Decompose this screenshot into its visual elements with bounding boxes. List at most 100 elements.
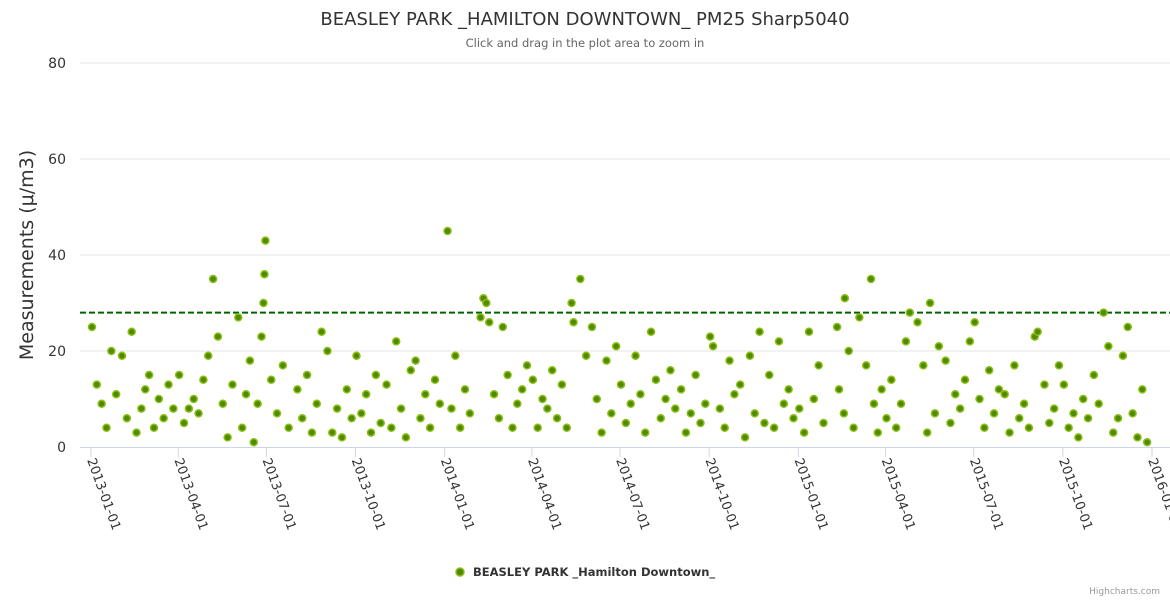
data-point[interactable]	[779, 399, 789, 409]
data-point[interactable]	[799, 428, 809, 437]
data-point[interactable]	[557, 380, 567, 389]
data-point[interactable]	[661, 394, 670, 404]
data-point[interactable]	[814, 361, 823, 370]
data-point[interactable]	[691, 370, 700, 380]
data-point[interactable]	[934, 341, 944, 351]
data-point[interactable]	[272, 409, 282, 418]
data-point[interactable]	[834, 385, 844, 394]
data-point[interactable]	[284, 423, 293, 433]
data-point[interactable]	[425, 423, 435, 433]
data-point[interactable]	[1064, 423, 1073, 433]
data-point[interactable]	[946, 418, 955, 428]
data-point[interactable]	[873, 428, 883, 437]
data-point[interactable]	[465, 409, 475, 418]
data-point[interactable]	[482, 298, 491, 308]
data-point[interactable]	[616, 380, 626, 389]
data-point[interactable]	[132, 428, 141, 437]
data-point[interactable]	[1015, 413, 1024, 423]
data-point[interactable]	[701, 399, 710, 409]
data-point[interactable]	[1000, 389, 1009, 399]
data-point[interactable]	[855, 313, 864, 322]
data-point[interactable]	[245, 356, 255, 365]
data-point[interactable]	[1083, 413, 1093, 423]
data-point[interactable]	[337, 433, 347, 442]
data-point[interactable]	[640, 428, 650, 437]
data-point[interactable]	[960, 375, 970, 385]
data-point[interactable]	[164, 380, 173, 389]
data-point[interactable]	[696, 418, 705, 428]
data-point[interactable]	[513, 399, 522, 409]
data-point[interactable]	[317, 327, 326, 337]
data-point[interactable]	[646, 327, 656, 337]
data-point[interactable]	[602, 356, 611, 365]
data-point[interactable]	[278, 361, 288, 370]
data-point[interactable]	[1005, 428, 1014, 437]
data-point[interactable]	[154, 394, 164, 404]
data-point[interactable]	[621, 418, 631, 428]
data-point[interactable]	[891, 423, 901, 433]
data-point[interactable]	[631, 351, 640, 361]
data-point[interactable]	[980, 423, 989, 433]
data-point[interactable]	[257, 332, 266, 341]
data-point[interactable]	[494, 413, 504, 423]
data-point[interactable]	[107, 346, 116, 356]
data-point[interactable]	[651, 375, 661, 385]
data-point[interactable]	[844, 346, 853, 356]
data-point[interactable]	[184, 404, 194, 413]
data-point[interactable]	[111, 389, 121, 399]
data-point[interactable]	[241, 389, 251, 399]
data-point[interactable]	[804, 327, 814, 337]
data-point[interactable]	[102, 423, 111, 433]
data-point[interactable]	[1078, 394, 1088, 404]
data-point[interactable]	[260, 269, 269, 279]
data-point[interactable]	[567, 298, 576, 308]
data-point[interactable]	[538, 394, 547, 404]
data-point[interactable]	[592, 394, 602, 404]
data-point[interactable]	[905, 308, 915, 317]
data-point[interactable]	[730, 389, 739, 399]
data-point[interactable]	[122, 413, 132, 423]
data-point[interactable]	[656, 413, 665, 423]
data-point[interactable]	[234, 313, 243, 322]
data-point[interactable]	[840, 293, 850, 303]
data-point[interactable]	[686, 409, 696, 418]
data-point[interactable]	[1094, 399, 1103, 409]
data-point[interactable]	[552, 413, 562, 423]
data-point[interactable]	[715, 404, 725, 413]
data-point[interactable]	[774, 337, 784, 346]
data-point[interactable]	[925, 298, 935, 308]
data-point[interactable]	[169, 404, 178, 413]
data-point[interactable]	[237, 423, 247, 433]
data-point[interactable]	[503, 370, 512, 380]
data-point[interactable]	[819, 418, 828, 428]
data-point[interactable]	[416, 413, 425, 423]
data-point[interactable]	[328, 428, 337, 437]
data-point[interactable]	[922, 428, 932, 437]
data-point[interactable]	[382, 380, 391, 389]
data-point[interactable]	[87, 322, 97, 332]
data-point[interactable]	[720, 423, 729, 433]
data-point[interactable]	[750, 409, 759, 418]
data-point[interactable]	[371, 370, 381, 380]
data-point[interactable]	[366, 428, 376, 437]
data-point[interactable]	[569, 317, 578, 327]
data-point[interactable]	[332, 404, 342, 413]
data-point[interactable]	[342, 385, 352, 394]
data-point[interactable]	[533, 423, 542, 433]
data-point[interactable]	[1033, 327, 1042, 337]
data-point[interactable]	[784, 385, 793, 394]
data-point[interactable]	[522, 361, 532, 370]
data-point[interactable]	[789, 413, 798, 423]
data-point[interactable]	[97, 399, 106, 409]
data-point[interactable]	[994, 385, 1004, 394]
data-point[interactable]	[919, 361, 928, 370]
data-point[interactable]	[376, 418, 385, 428]
data-point[interactable]	[476, 313, 485, 322]
data-point[interactable]	[671, 404, 680, 413]
data-point[interactable]	[451, 351, 460, 361]
data-point[interactable]	[391, 337, 401, 346]
data-point[interactable]	[1074, 433, 1083, 442]
data-point[interactable]	[508, 423, 517, 433]
data-point[interactable]	[1138, 385, 1147, 394]
data-point[interactable]	[137, 404, 146, 413]
